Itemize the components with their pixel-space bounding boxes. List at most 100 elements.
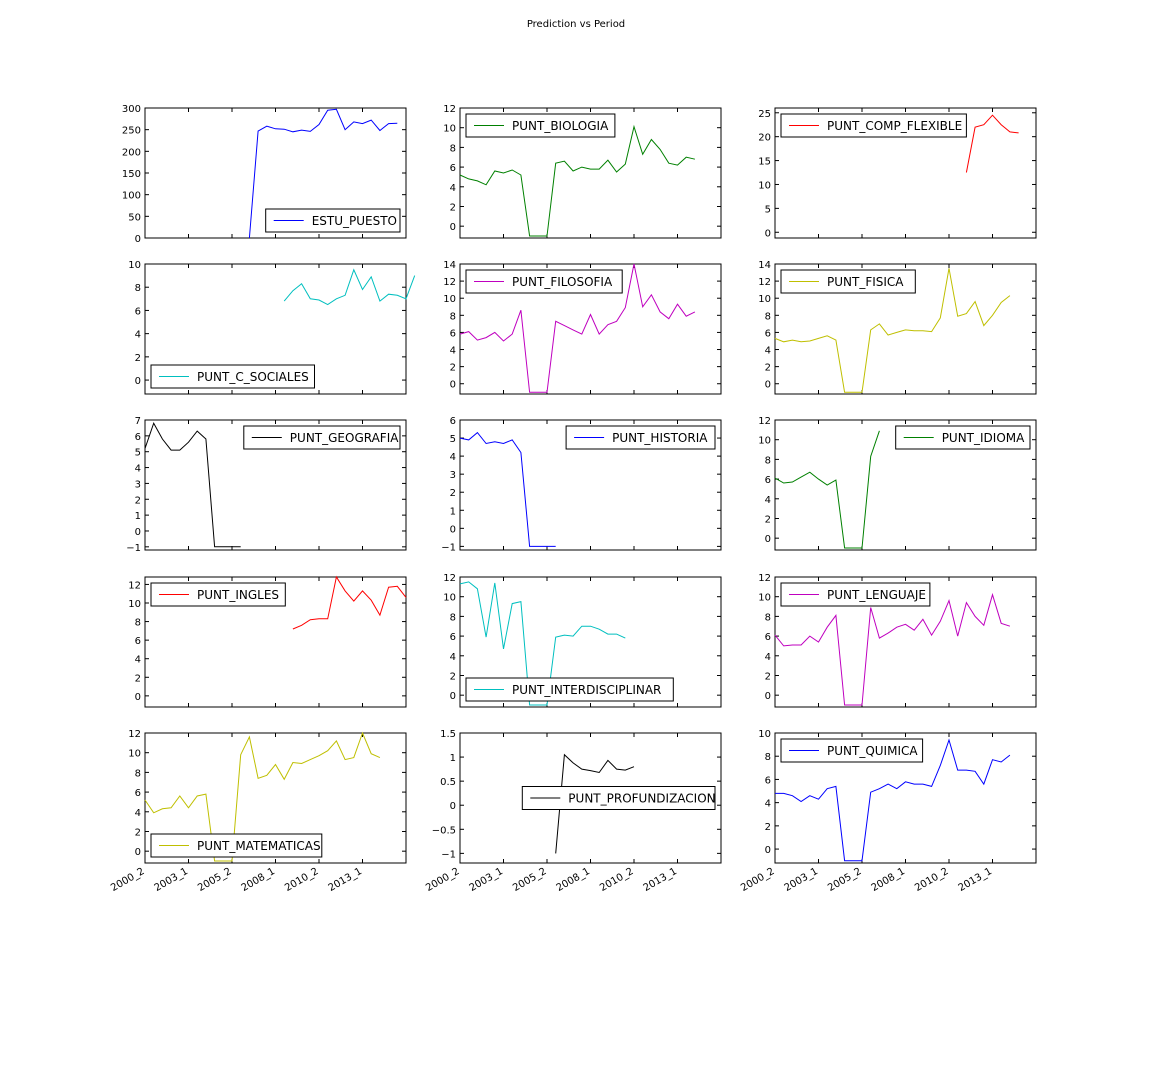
- y-tick-label: 0: [765, 380, 771, 391]
- y-tick-label: 6: [135, 636, 141, 647]
- y-tick-label: 1: [450, 753, 456, 764]
- y-tick-label: 12: [758, 277, 771, 288]
- y-tick-label: 5: [765, 204, 771, 215]
- y-tick-label: 6: [450, 632, 456, 643]
- y-tick-label: 4: [765, 346, 771, 357]
- y-tick-label: 0: [135, 234, 141, 245]
- legend: ESTU_PUESTO: [265, 208, 401, 233]
- legend-label: PUNT_INTERDISCIPLINAR: [512, 683, 661, 697]
- legend-box: [150, 833, 323, 858]
- y-tick-label: 12: [443, 573, 456, 584]
- x-tick-label: 2005_2: [826, 866, 863, 894]
- legend-label: PUNT_LENGUAJE: [827, 588, 926, 602]
- y-tick-label: 15: [758, 157, 771, 168]
- y-tick-label: 8: [765, 311, 771, 322]
- y-tick-label: 3: [450, 470, 456, 481]
- x-tick-label: 2013_1: [957, 866, 994, 894]
- legend-label: PUNT_BIOLOGIA: [512, 119, 609, 133]
- legend-box: [150, 364, 315, 389]
- y-tick-label: 2: [765, 363, 771, 374]
- y-tick-label: 0: [135, 527, 141, 538]
- y-tick-label: 8: [765, 455, 771, 466]
- subplot-punt-comp-flexible: 0 5 10 15 20 25 PUNT_COMP_FLEXIBLE: [758, 107, 1037, 239]
- x-tick-label: 2008_1: [870, 866, 907, 894]
- y-tick-label: 14: [443, 260, 456, 271]
- y-tick-label: 2: [135, 827, 141, 838]
- legend-label: PUNT_GEOGRAFIA: [290, 431, 399, 445]
- subplot-estu-puesto: 0 50 100 150 200 250 300 ESTU_PUESTO: [122, 104, 407, 245]
- legend-box: [265, 208, 401, 233]
- x-tick-label: 2010_2: [598, 866, 635, 894]
- series-line: [774, 430, 880, 549]
- legend-label: PUNT_MATEMATICAS: [197, 839, 321, 853]
- y-tick-label: 4: [135, 655, 141, 666]
- y-tick-label: 4: [135, 464, 141, 475]
- legend: PUNT_MATEMATICAS: [150, 833, 323, 858]
- y-tick-label: 3: [135, 479, 141, 490]
- y-tick-label: 10: [758, 180, 771, 191]
- legend-label: PUNT_FILOSOFIA: [512, 275, 613, 289]
- y-tick-label: 4: [450, 652, 456, 663]
- y-tick-label: 0: [765, 534, 771, 545]
- y-tick-label: 2: [765, 822, 771, 833]
- y-tick-label: 2: [765, 514, 771, 525]
- legend: PUNT_LENGUAJE: [780, 582, 931, 607]
- y-tick-label: 8: [135, 768, 141, 779]
- legend: PUNT_GEOGRAFIA: [243, 425, 401, 450]
- y-tick-label: −1: [441, 542, 456, 553]
- series-line: [292, 575, 407, 630]
- series-line: [248, 108, 398, 239]
- y-tick-label: 8: [765, 752, 771, 763]
- x-tick-label: 2003_1: [783, 866, 820, 894]
- series-line: [459, 263, 696, 393]
- legend-label: PUNT_INGLES: [197, 588, 279, 602]
- legend-box: [895, 425, 1031, 450]
- y-tick-label: 10: [443, 124, 456, 135]
- y-tick-label: 10: [128, 749, 141, 760]
- legend-box: [565, 425, 716, 450]
- y-tick-label: 4: [135, 808, 141, 819]
- legend-label: PUNT_COMP_FLEXIBLE: [827, 119, 962, 133]
- y-tick-label: 8: [450, 311, 456, 322]
- legend: PUNT_BIOLOGIA: [465, 113, 616, 138]
- x-tick-label: 2010_2: [913, 866, 950, 894]
- legend: PUNT_INTERDISCIPLINAR: [465, 677, 674, 702]
- x-tick-label: 2010_2: [283, 866, 320, 894]
- subplot-punt-historia: −1 0 1 2 3 4 5 6 PUNT_HISTORIA: [441, 416, 722, 553]
- x-tick-label: 2005_2: [511, 866, 548, 894]
- legend: PUNT_QUIMICA: [780, 738, 924, 763]
- legend-box: [465, 269, 623, 294]
- y-tick-label: −1: [441, 849, 456, 860]
- y-tick-label: 12: [443, 104, 456, 115]
- y-tick-label: 10: [758, 436, 771, 447]
- legend-box: [780, 582, 931, 607]
- y-tick-label: 0: [765, 228, 771, 239]
- series-line: [459, 431, 556, 547]
- y-tick-label: 6: [135, 432, 141, 443]
- y-tick-label: 0: [450, 380, 456, 391]
- series-line: [283, 268, 416, 306]
- y-tick-label: 6: [765, 475, 771, 486]
- y-tick-label: 0: [135, 376, 141, 387]
- y-tick-label: 4: [135, 330, 141, 341]
- subplot-punt-biologia: 0 2 4 6 8 10 12 PUNT_BIOLOGIA: [443, 104, 722, 239]
- y-tick-label: 4: [450, 183, 456, 194]
- y-tick-label: 200: [122, 147, 141, 158]
- x-tick-label: 2000_2: [109, 866, 146, 894]
- y-tick-label: 250: [122, 126, 141, 137]
- y-tick-label: 10: [758, 729, 771, 740]
- legend-box: [780, 113, 967, 138]
- legend: PUNT_C_SOCIALES: [150, 364, 315, 389]
- y-tick-label: 10: [758, 294, 771, 305]
- y-tick-label: 0: [450, 801, 456, 812]
- y-tick-label: 1: [450, 506, 456, 517]
- y-tick-label: 6: [135, 788, 141, 799]
- y-tick-label: 10: [128, 599, 141, 610]
- y-tick-label: 2: [450, 363, 456, 374]
- y-tick-label: 1.5: [440, 729, 456, 740]
- y-tick-label: 2: [450, 671, 456, 682]
- y-tick-label: 4: [450, 346, 456, 357]
- y-tick-label: 6: [450, 416, 456, 427]
- x-tick-label: 2013_1: [642, 866, 679, 894]
